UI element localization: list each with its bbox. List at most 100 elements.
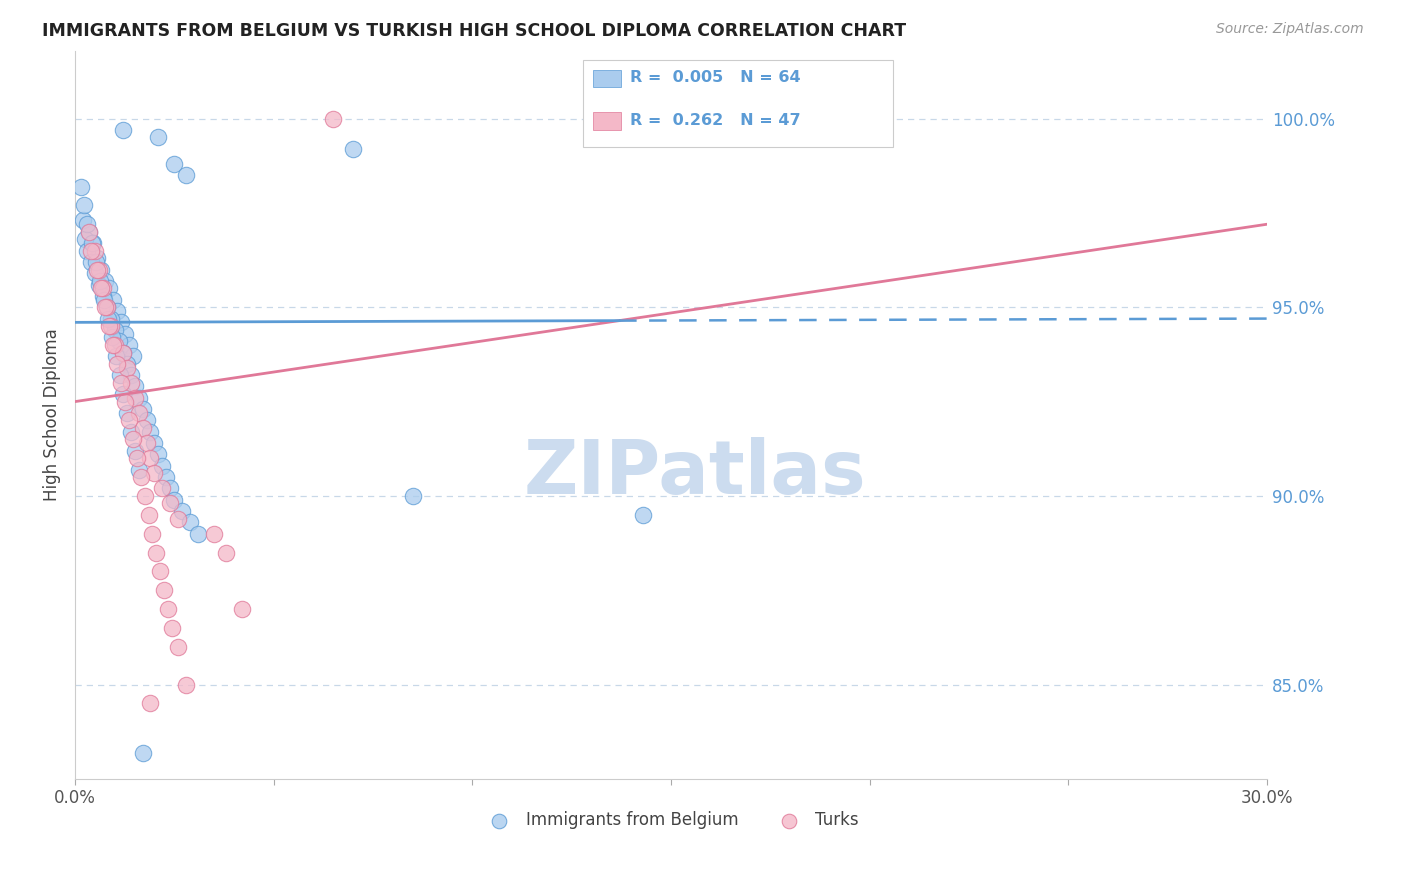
Point — [174, 168, 197, 182]
Point — [83, 266, 105, 280]
Point — [157, 602, 180, 616]
Point — [86, 262, 108, 277]
Point — [80, 236, 103, 251]
Point — [73, 232, 96, 246]
Point — [77, 225, 100, 239]
Point — [152, 458, 174, 473]
Point — [76, 244, 98, 258]
Point — [163, 157, 186, 171]
Point — [128, 391, 150, 405]
Point — [124, 443, 146, 458]
Point — [132, 746, 155, 760]
Point — [167, 640, 190, 654]
Point — [342, 142, 364, 156]
Point — [143, 436, 166, 450]
Point — [87, 262, 110, 277]
Point — [138, 508, 160, 522]
Text: R =  0.262   N = 47: R = 0.262 N = 47 — [630, 113, 800, 128]
Point — [87, 277, 110, 292]
Point — [187, 526, 209, 541]
Text: IMMIGRANTS FROM BELGIUM VS TURKISH HIGH SCHOOL DIPLOMA CORRELATION CHART: IMMIGRANTS FROM BELGIUM VS TURKISH HIGH … — [42, 22, 907, 40]
Point — [89, 274, 111, 288]
Point — [155, 470, 177, 484]
Point — [172, 504, 194, 518]
Point — [96, 300, 118, 314]
Point — [91, 281, 114, 295]
Point — [174, 677, 197, 691]
Point — [105, 304, 128, 318]
Point — [117, 406, 139, 420]
Point — [148, 130, 170, 145]
Point — [90, 262, 112, 277]
Point — [117, 338, 139, 352]
Point — [104, 349, 127, 363]
Text: R =  0.005   N = 64: R = 0.005 N = 64 — [630, 70, 800, 85]
Point — [104, 323, 127, 337]
Point — [96, 300, 118, 314]
Point — [112, 387, 135, 401]
Point — [77, 225, 100, 239]
Point — [94, 274, 117, 288]
Point — [120, 376, 142, 390]
Point — [215, 545, 238, 559]
Point — [131, 421, 153, 435]
Point — [114, 394, 136, 409]
Point — [108, 368, 131, 383]
Point — [70, 179, 93, 194]
Point — [179, 516, 201, 530]
Point — [162, 621, 184, 635]
Point — [94, 300, 117, 314]
Point — [76, 217, 98, 231]
Point — [114, 326, 136, 341]
Point — [631, 508, 654, 522]
Point — [100, 319, 122, 334]
Point — [139, 451, 162, 466]
Point — [84, 255, 107, 269]
Point — [139, 425, 162, 439]
Point — [167, 511, 190, 525]
Point — [202, 526, 225, 541]
Point — [93, 293, 115, 307]
Y-axis label: High School Diploma: High School Diploma — [44, 328, 60, 501]
Point — [73, 198, 96, 212]
Point — [148, 447, 170, 461]
Point — [125, 451, 148, 466]
Point — [100, 330, 122, 344]
Point — [80, 255, 103, 269]
Point — [90, 281, 112, 295]
Point — [402, 489, 425, 503]
Point — [149, 565, 172, 579]
Point — [163, 492, 186, 507]
Point — [104, 338, 127, 352]
Point — [100, 311, 122, 326]
Point — [111, 345, 134, 359]
Point — [135, 436, 157, 450]
Point — [97, 281, 120, 295]
Point — [82, 236, 104, 251]
Text: ZIPatlas: ZIPatlas — [523, 436, 866, 509]
Point — [322, 112, 344, 126]
Point — [128, 462, 150, 476]
Point — [128, 406, 150, 420]
Point — [105, 357, 128, 371]
Point — [124, 391, 146, 405]
Point — [115, 357, 138, 371]
Point — [91, 289, 114, 303]
Point — [111, 345, 134, 359]
Point — [86, 251, 108, 265]
Point — [121, 433, 143, 447]
Point — [121, 349, 143, 363]
Point — [80, 244, 103, 258]
Point — [97, 319, 120, 334]
Point — [231, 602, 253, 616]
Point — [111, 123, 134, 137]
Point — [97, 311, 120, 326]
Point — [110, 376, 132, 390]
Point — [110, 315, 132, 329]
Point — [143, 467, 166, 481]
Point — [101, 338, 124, 352]
Point — [120, 368, 142, 383]
Point — [101, 293, 124, 307]
Point — [141, 526, 163, 541]
Point — [83, 244, 105, 258]
